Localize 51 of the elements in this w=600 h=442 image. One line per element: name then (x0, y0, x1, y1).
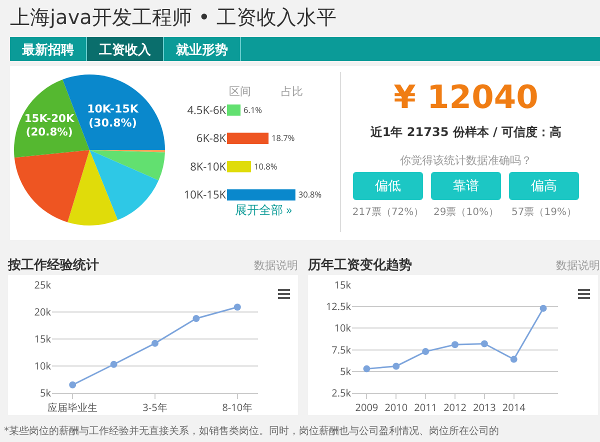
x-tick-label: 2012 (444, 400, 467, 414)
text: 偏低 (353, 172, 423, 200)
text: 最新招聘 (10, 37, 87, 61)
text: 29票（10%） (432, 206, 500, 219)
x-tick-label: 应届毕业生 (48, 400, 98, 414)
data-label: 6.1% (244, 104, 262, 116)
y-tick-label: 6K-8K (196, 131, 226, 146)
y-tick-label: 5k (40, 386, 52, 400)
x-tick-label: 2013 (472, 400, 496, 414)
text: 数据说明 (556, 258, 600, 273)
x-tick-label: 2009 (355, 400, 378, 414)
text: 就业形势 (164, 37, 241, 61)
x-tick-label: 8-10年 (222, 400, 253, 414)
x-tick-label: 2014 (502, 400, 526, 414)
y-tick-label: 25k (34, 278, 52, 292)
text: 数据说明 (254, 258, 298, 273)
y-tick-label: 7.5k (332, 342, 352, 356)
y-tick-label: 12.5k (326, 299, 352, 314)
y-tick-label: 2.5k (332, 386, 352, 400)
text: *某些岗位的薪酬与工作经验并无直接关系，如销售类岗位。同时，岗位薪酬也与公司盈利情况、岗位所在公司的 (4, 424, 499, 438)
y-tick-label: 10k (34, 358, 52, 372)
chart-title: 上海java开发工程师 • 工资收入水平 (10, 4, 336, 31)
y-tick-label: 20k (34, 304, 52, 318)
data-label: 10K-15K (30.8%) (87, 102, 139, 130)
y-tick-label: 4.5K-6K (187, 102, 226, 118)
data-label: 18.7% (272, 133, 295, 144)
y-tick-label: 8K-10K (190, 159, 226, 174)
y-tick-label: 10K-15K (184, 188, 226, 203)
text: 近1年 21735 份样本 / 可信度：高 (369, 124, 563, 141)
y-tick-label: 10k (334, 320, 352, 335)
text: 57票（19%） (510, 206, 578, 219)
text: 你觉得该统计数据准确吗？ (399, 153, 533, 168)
x-tick-label: 2011 (414, 400, 438, 414)
data-label: 10.8% (254, 161, 278, 172)
y-tick-label: 5k (340, 364, 352, 378)
data-label: 30.8% (298, 190, 322, 201)
text: 靠谱 (431, 172, 501, 200)
annotation: 区间 (229, 84, 251, 99)
chart-title: 历年工资变化趋势 (308, 256, 412, 274)
chart-title: 按工作经验统计 (8, 256, 99, 274)
data-label: 15K-20K (20.8%) (24, 112, 75, 139)
text: 偏高 (509, 172, 579, 200)
text: 工资收入 (87, 37, 164, 61)
x-tick-label: 3-5年 (142, 400, 168, 414)
y-tick-label: 15k (34, 332, 52, 346)
annotation: 占比 (281, 84, 303, 99)
x-tick-label: 2010 (384, 400, 408, 414)
annotation: 展开全部 » (235, 201, 292, 218)
y-tick-label: 15k (334, 278, 352, 292)
text: ¥ 12040 (392, 78, 540, 116)
text: 217票（72%） (351, 206, 425, 219)
